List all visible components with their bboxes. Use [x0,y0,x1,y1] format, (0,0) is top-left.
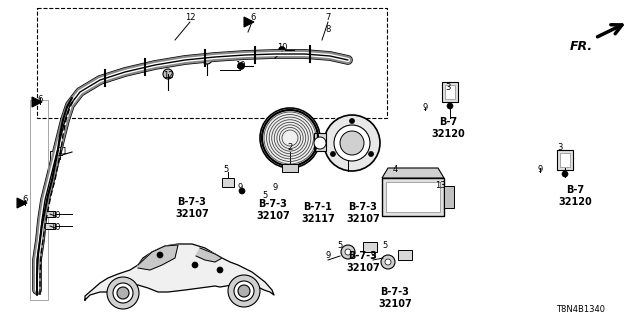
Circle shape [334,125,370,161]
Bar [444,186,454,208]
Bar [37,8,387,118]
Text: 1: 1 [346,143,351,153]
Text: B-7-3
32107: B-7-3 32107 [346,202,380,224]
Bar [222,178,234,187]
Text: 5: 5 [262,190,268,199]
Text: 10: 10 [235,61,245,70]
Circle shape [341,245,355,259]
Text: 9: 9 [371,251,376,260]
Bar [560,153,570,167]
Text: B-7
32120: B-7 32120 [558,185,592,207]
Text: 3: 3 [445,84,451,92]
Text: 5: 5 [382,241,388,250]
Circle shape [447,103,453,109]
Text: 5: 5 [337,241,342,250]
Circle shape [157,252,163,258]
Bar [398,250,412,260]
Text: B-7-1
32117: B-7-1 32117 [301,202,335,224]
Bar [45,223,55,229]
Bar [442,82,458,102]
Circle shape [340,131,364,155]
Polygon shape [32,97,42,107]
Bar [30,100,48,300]
Polygon shape [382,168,444,178]
Text: 6: 6 [250,13,256,22]
Text: 10: 10 [50,223,60,233]
Polygon shape [244,17,254,27]
Circle shape [381,255,395,269]
Polygon shape [138,245,178,270]
Circle shape [113,283,133,303]
Text: B-7
32120: B-7 32120 [431,117,465,139]
Circle shape [260,108,320,168]
Text: 7: 7 [325,13,331,22]
Text: 10: 10 [50,211,60,220]
Bar [50,151,60,159]
Text: 13: 13 [435,180,445,189]
Circle shape [369,151,374,156]
Text: 3: 3 [557,143,563,153]
Text: B-7-3
32107: B-7-3 32107 [346,251,380,273]
Circle shape [117,287,129,299]
Circle shape [217,267,223,273]
Text: B-7-3
32107: B-7-3 32107 [378,287,412,309]
Circle shape [192,262,198,268]
Circle shape [562,171,568,177]
Text: B-7-3
32107: B-7-3 32107 [256,199,290,221]
Text: 12: 12 [185,13,195,22]
Text: 9: 9 [422,103,428,113]
Text: FR.: FR. [570,40,593,53]
Polygon shape [196,248,222,262]
Circle shape [238,285,250,297]
Bar [557,150,573,170]
Circle shape [436,184,444,192]
Bar [445,85,455,99]
Circle shape [202,54,212,64]
Circle shape [163,69,173,79]
Circle shape [385,259,391,265]
Circle shape [107,277,139,309]
Text: 9: 9 [325,251,331,260]
Circle shape [278,46,285,53]
Text: 2: 2 [287,143,292,153]
Circle shape [314,137,326,149]
Text: 9: 9 [538,165,543,174]
Text: 11: 11 [57,148,67,156]
Bar [314,133,326,151]
Text: 6: 6 [22,196,28,204]
Circle shape [345,249,351,255]
Bar [282,164,298,172]
Text: 5: 5 [223,165,228,174]
Circle shape [324,115,380,171]
Circle shape [234,281,254,301]
Circle shape [228,275,260,307]
Text: B-7-3
32107: B-7-3 32107 [175,197,209,219]
Text: T8N4B1340: T8N4B1340 [556,306,605,315]
Bar [386,182,440,212]
Text: 8: 8 [325,26,331,35]
Circle shape [349,118,355,124]
Bar [382,178,444,216]
Text: 12: 12 [163,70,173,79]
Circle shape [330,151,335,156]
Polygon shape [17,198,27,208]
Text: 4: 4 [392,165,397,174]
Circle shape [239,188,245,194]
Circle shape [237,62,244,69]
Text: 9: 9 [273,183,278,193]
Text: 10: 10 [276,44,287,52]
Polygon shape [85,244,274,300]
Bar [363,242,377,252]
Text: 9: 9 [237,183,243,193]
Bar [45,211,55,217]
Text: 6: 6 [37,95,43,105]
